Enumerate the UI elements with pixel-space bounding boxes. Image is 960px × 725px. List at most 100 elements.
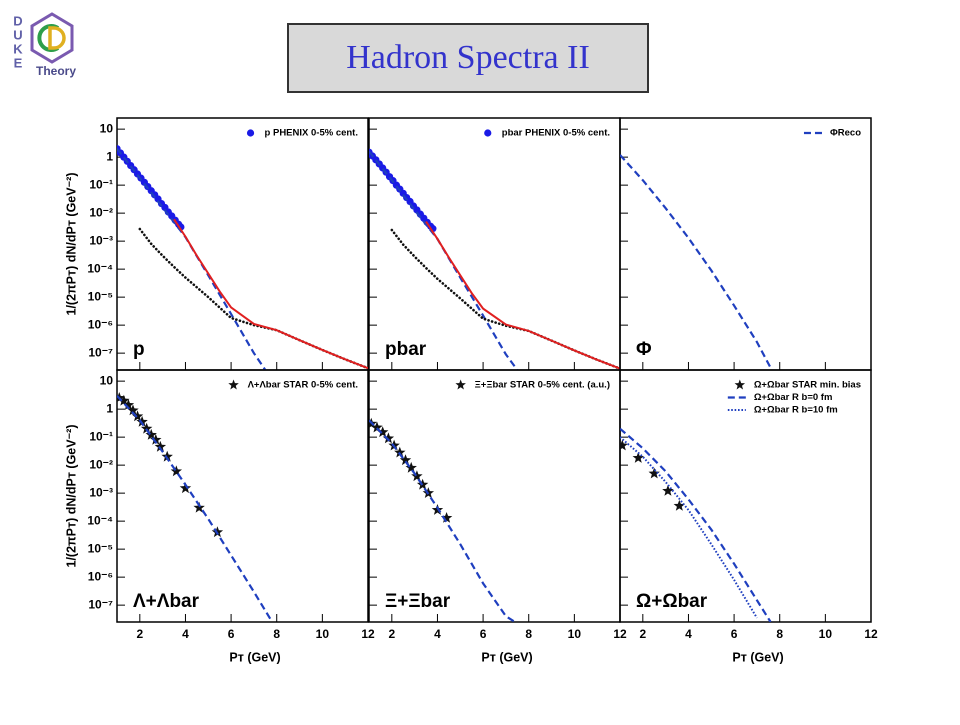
data-star [632,451,644,463]
panel-frame [368,369,621,623]
data-star [136,415,148,427]
y-tick-label: 10 [100,121,114,135]
data-star [170,465,183,477]
y-tick-label: 10⁻⁷ [88,597,113,611]
curve [173,218,368,370]
logo-letter: E [14,55,23,70]
x-tick-label: 12 [361,627,375,641]
logo-d [48,26,66,50]
curve [620,427,772,622]
x-tick-label: 6 [228,627,235,641]
data-star [411,470,423,482]
curve [117,395,274,622]
curve [620,436,758,619]
logo-c [37,24,60,52]
panel-frame [368,117,621,371]
y-tick-label: 10⁻² [89,457,113,471]
logo-word: Theory [36,64,76,78]
data-star [150,433,162,445]
panel-frame [619,117,872,371]
logo-letter: K [13,41,23,56]
panel-label: Ξ+Ξbar [385,591,451,612]
logo-letter: U [13,27,22,42]
panel-label: Λ+Λbar [133,591,200,612]
data-star [131,410,144,422]
data-star [648,467,660,479]
legend-text: p PHENIX 0-5% cent. [265,128,358,139]
legend-text: Ξ+Ξbar STAR 0-5% cent. (a.u.) [475,380,610,391]
panel-frame [619,369,872,623]
panel-label: pbar [385,339,427,360]
legend-text: ΦReco [830,128,861,139]
x-tick-label: 4 [434,627,441,641]
legend: ΦReco [803,128,861,139]
data-star [673,499,686,511]
legend: Λ+Λbar STAR 0-5% cent. [228,379,358,391]
legend-marker [455,379,466,390]
y-tick-label: 10⁻³ [89,233,113,247]
data-star [399,454,412,466]
plot-area [369,417,516,622]
y-tick-label: 10⁻² [89,205,113,219]
data-star [140,422,153,434]
y-tick-label: 1 [106,149,113,163]
curve [425,221,620,370]
x-tick-label: 8 [525,627,532,641]
x-tick-label: 6 [480,627,487,641]
legend: pbar PHENIX 0-5% cent. [484,128,610,139]
y-tick-label: 10⁻⁷ [88,345,113,359]
x-tick-label: 10 [316,627,330,641]
curve [117,148,267,370]
logo-hexagon [30,12,74,64]
data-star [382,432,395,444]
data-star [179,482,192,494]
slide-title: Hadron Spectra II [346,39,590,76]
x-tick-label: 10 [568,627,582,641]
x-tick-label: 6 [731,627,738,641]
y-tick-label: 10⁻¹ [89,429,113,443]
x-tick-label: 4 [685,627,692,641]
curve [138,227,368,370]
y-tick-label: 10 [100,373,114,387]
panel: 2 4 6 8 10 12 Pᴛ (GeV) Ξ+Ξbar Ξ+Ξbar STAR 0-5% c… [368,369,627,664]
legend-marker [246,129,255,137]
legend-marker [484,129,492,137]
panel: Φ ΦReco [619,117,872,371]
legend-text: Ω+Ωbar R b=0 fm [754,392,833,403]
logo-letter: D [13,13,22,28]
panel: 10 1 10⁻¹ 10⁻² 10⁻³ 10⁻⁴ 10⁻⁵ 10⁻⁶ 10⁻⁷ 1/(2πPᴛ) … [64,117,369,371]
x-tick-label: 12 [613,627,627,641]
x-tick-label: 2 [136,627,143,641]
data-star [118,394,130,406]
data-star [145,428,157,440]
x-tick-label: 12 [864,627,878,641]
y-tick-label: 10⁻⁶ [88,317,113,331]
x-tick-label: 10 [819,627,833,641]
data-star [154,440,167,452]
legend-text: pbar PHENIX 0-5% cent. [502,128,610,139]
x-tick-label: 8 [273,627,280,641]
plot-area [620,427,772,622]
x-tick-label: 4 [182,627,189,641]
x-axis-label: Pᴛ (GeV) [481,650,532,664]
legend-marker [228,379,239,390]
legend-text: Λ+Λbar STAR 0-5% cent. [248,380,358,391]
x-tick-label: 8 [776,627,783,641]
curve [369,150,519,370]
y-tick-label: 10⁻⁶ [88,569,113,583]
title-box [287,23,649,93]
panel-label: p [133,339,145,360]
curve [620,154,772,369]
plot-area [620,154,772,369]
y-tick-label: 10⁻⁴ [87,261,113,275]
data-star [394,446,406,458]
panel: 10 1 10⁻¹ 10⁻² 10⁻³ 10⁻⁴ 10⁻⁵ 10⁻⁶ 10⁻⁷ 2 4 6 8 10 12 1… [64,369,375,664]
data-star [662,484,674,496]
y-tick-label: 10⁻⁴ [87,513,113,527]
plot-area [117,392,274,622]
data-star [117,392,125,403]
data-star [122,399,135,410]
